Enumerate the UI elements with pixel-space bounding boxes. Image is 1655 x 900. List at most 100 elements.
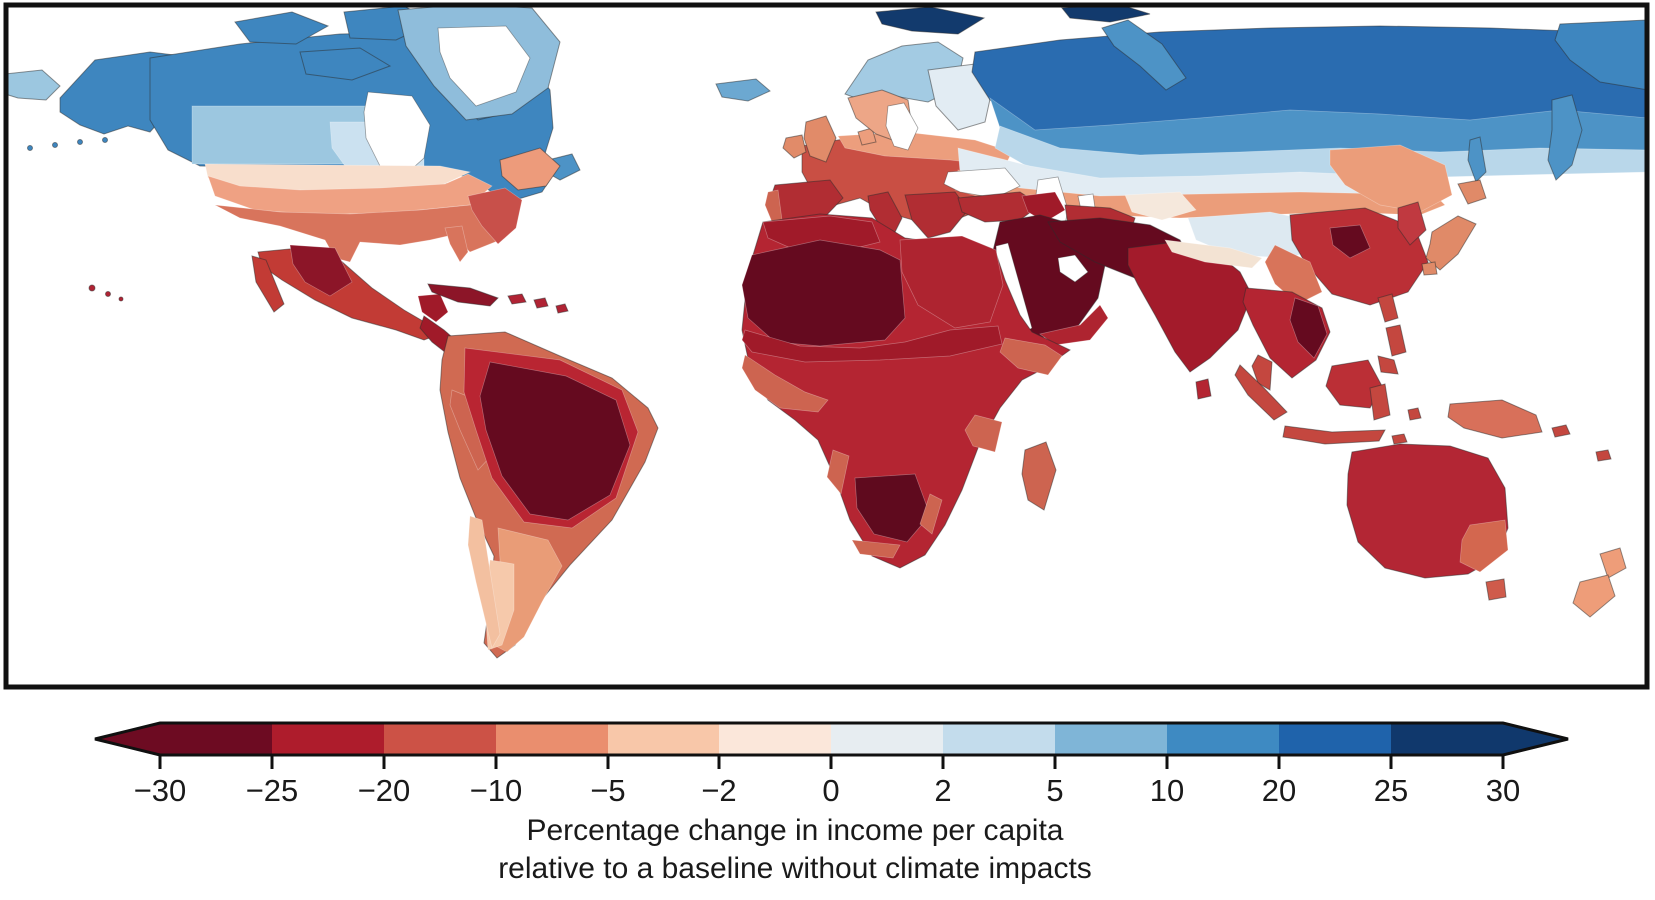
region-japan-honshu (1425, 215, 1477, 271)
colorbar-tick-label: 30 (1486, 773, 1520, 808)
colorbar-segment (384, 723, 496, 755)
colorbar-segment (831, 723, 943, 755)
colorbar-tick-label: 0 (822, 773, 839, 808)
region-aleutians (52, 142, 58, 148)
region-east-africa (964, 414, 1003, 453)
region-franz-josef (1061, 7, 1151, 23)
region-borneo (1325, 359, 1383, 409)
colorbar-arrow-left (95, 723, 160, 755)
region-japan-kyushu (1421, 261, 1438, 276)
region-nz-north (1599, 547, 1627, 579)
colorbar-segment (272, 723, 384, 755)
region-chukotka-west (8, 69, 61, 101)
region-egypt-sudan (899, 235, 1004, 329)
colorbar-tick-label: 5 (1046, 773, 1063, 808)
region-hawaii (105, 291, 111, 297)
region-china-patch (1329, 224, 1371, 259)
region-sahel (741, 325, 1003, 363)
region-philippines (1385, 324, 1407, 357)
region-ireland (782, 134, 807, 159)
colorbar-segment (160, 723, 272, 755)
colorbar-tick-label: 2 (934, 773, 951, 808)
region-philippines (1377, 293, 1399, 323)
region-svalbard (875, 7, 986, 35)
region-south-africa-maroon (854, 473, 931, 543)
region-chile (467, 515, 501, 649)
region-sahara (741, 239, 906, 347)
region-tasmania (1485, 578, 1507, 601)
region-baja (251, 255, 285, 313)
colorbar-tick-label: −20 (358, 773, 411, 808)
region-us-east (467, 187, 523, 245)
region-aleutians (27, 145, 33, 151)
colorbar-tick-label: −25 (246, 773, 299, 808)
region-australia-se (1459, 519, 1509, 573)
region-africa-coast-west (826, 449, 850, 495)
region-novaya-zemlya (1101, 19, 1187, 91)
colorbar-segment (608, 723, 719, 755)
region-java (1282, 425, 1386, 445)
region-kamchatka (1547, 94, 1583, 181)
colorbar-tick-label: −2 (701, 773, 736, 808)
colorbar-segment (496, 723, 608, 755)
region-vietnam (1289, 297, 1328, 359)
region-madagascar (1021, 441, 1057, 511)
region-archipelago (234, 11, 330, 45)
region-sakhalin (1467, 136, 1487, 183)
colorbar-tick-label: −30 (134, 773, 187, 808)
region-aleutians (77, 139, 83, 145)
region-korea (1397, 201, 1427, 246)
colorbar-segment (1055, 723, 1167, 755)
region-archipelago (299, 47, 392, 81)
greenland-icesheet (437, 25, 531, 107)
region-himalaya (1164, 239, 1263, 269)
region-iceland (715, 78, 771, 102)
region-hawaii (88, 284, 96, 292)
region-west-africa-coast (741, 354, 829, 413)
region-chukotka-east (1554, 19, 1645, 90)
region-ethiopia (999, 337, 1063, 376)
colorbar-segment (719, 723, 831, 755)
region-uk (803, 115, 837, 163)
region-denmark (857, 127, 877, 146)
region-aleutians (102, 137, 108, 143)
colorbar-segment (1391, 723, 1503, 755)
region-caribbean (555, 303, 569, 314)
region-balkans (904, 191, 969, 239)
colorbar-segment (1279, 723, 1391, 755)
colorbar-tick-label: 25 (1374, 773, 1408, 808)
colorbar-tick-label: 10 (1150, 773, 1184, 808)
region-caribbean (533, 297, 549, 309)
region-new-guinea (1447, 399, 1543, 439)
caption-line-2: relative to a baseline without climate i… (498, 852, 1092, 885)
region-tianshan (1124, 191, 1197, 221)
region-caucasus (1021, 191, 1066, 223)
region-sumatra (1234, 364, 1288, 421)
region-nz-south (1572, 574, 1616, 618)
region-florida (444, 225, 469, 263)
region-hawaii (118, 296, 124, 302)
colorbar-tick-label: −5 (590, 773, 625, 808)
colorbar-arrow-right (1503, 723, 1568, 755)
region-mexico-nw (289, 244, 353, 297)
colorbar: −30 −25 −20 −10 −5 −2 0 2 5 10 20 25 30 (94, 721, 1569, 808)
region-malay (1251, 354, 1273, 391)
region-philippines (1377, 355, 1399, 375)
baltic-sea (885, 102, 919, 151)
region-japan-hokkaido (1457, 179, 1487, 205)
region-africa-cape (851, 539, 901, 559)
colorbar-segment (943, 723, 1055, 755)
region-sri-lanka (1195, 378, 1212, 400)
caption-line-1: Percentage change in income per capita (526, 814, 1064, 847)
region-sulawesi (1369, 383, 1391, 421)
colorbar-tick-label: 20 (1262, 773, 1296, 808)
region-cuba (427, 283, 499, 307)
persian-gulf (1057, 254, 1089, 283)
region-fiji (1595, 449, 1612, 462)
colorbar-segment (1167, 723, 1279, 755)
region-yucatan (417, 293, 449, 323)
colorbar-caption: Percentage change in income per capita r… (0, 812, 1590, 888)
region-caribbean (507, 293, 527, 305)
world-map (3, 2, 1650, 690)
